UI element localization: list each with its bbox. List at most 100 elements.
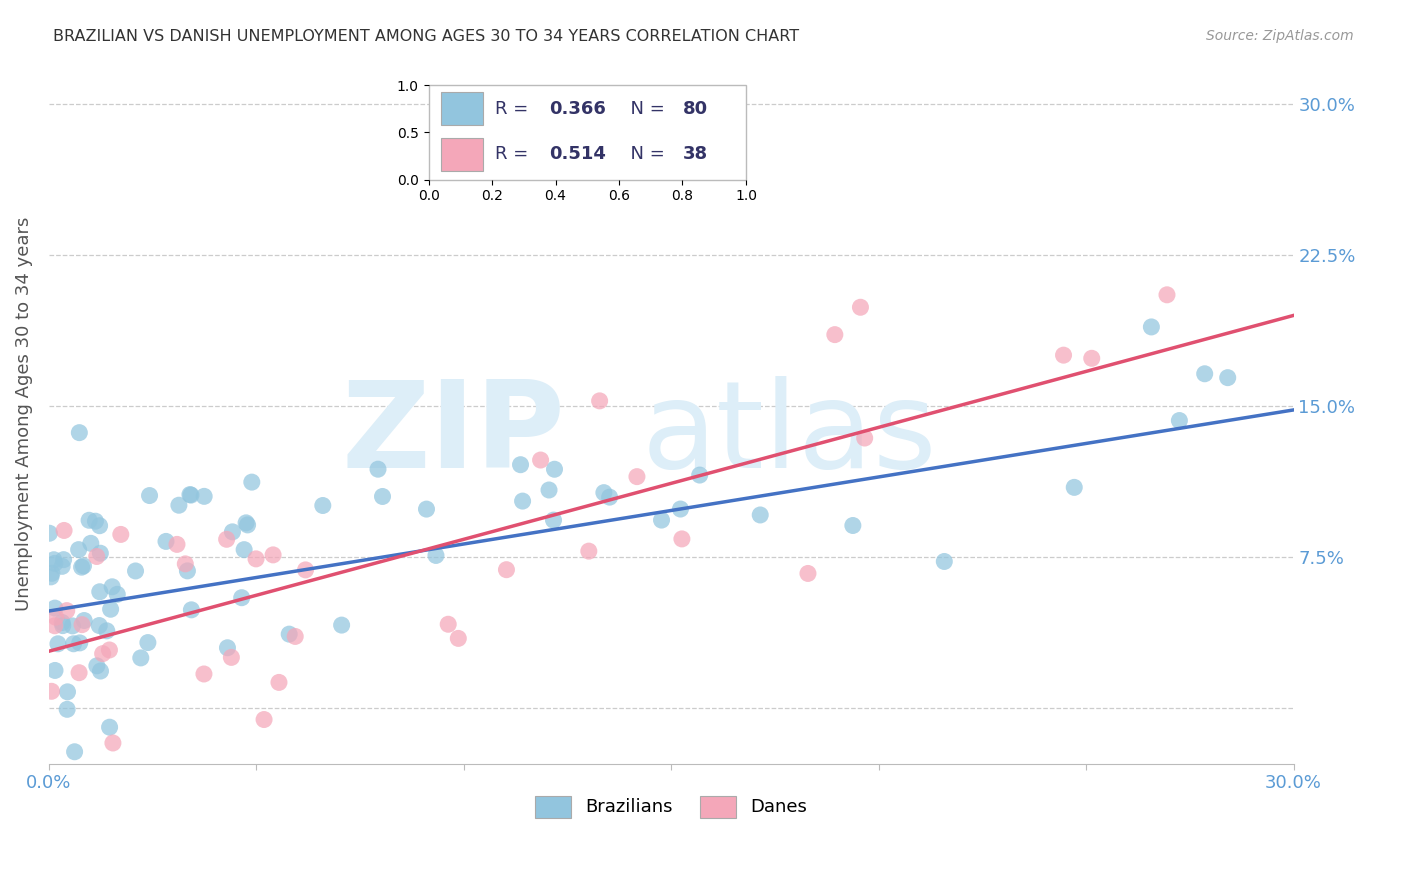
Point (51, 615, 73, 630)
Point (98, 720, 121, 734)
Point (124, 564, 146, 578)
Point (67, 542, 90, 557)
Point (44, 664, 66, 678)
Point (284, 629, 307, 643)
Point (330, 618, 353, 632)
Point (62, 619, 84, 633)
Point (72, 558, 94, 573)
Point (89, 584, 111, 599)
Text: Source: ZipAtlas.com: Source: ZipAtlas.com (1206, 29, 1354, 43)
Point (44, 557, 66, 571)
Point (599, 490, 621, 504)
Point (180, 603, 202, 617)
Point (1080, 351, 1102, 366)
Point (52, 618, 75, 632)
Point (235, 516, 257, 530)
Point (73, 614, 96, 628)
Point (262, 548, 284, 562)
Point (853, 431, 876, 445)
Point (91, 647, 114, 661)
Point (193, 667, 215, 681)
Point (592, 485, 614, 500)
Point (1052, 348, 1074, 362)
Point (626, 469, 648, 483)
Point (46, 637, 69, 651)
Point (669, 502, 692, 516)
Point (1063, 480, 1085, 494)
Point (193, 489, 215, 503)
Point (174, 557, 197, 571)
Point (44, 601, 66, 615)
Point (221, 650, 243, 665)
Point (80, 536, 103, 550)
Point (101, 736, 124, 750)
Point (52, 552, 75, 566)
Point (42, 553, 65, 567)
Point (129, 651, 152, 665)
Point (689, 468, 711, 483)
Point (651, 513, 673, 527)
Point (38, 526, 60, 541)
Point (371, 490, 394, 504)
Point (231, 591, 253, 605)
Point (797, 566, 820, 581)
Point (543, 513, 565, 527)
Point (105, 587, 128, 601)
Point (1140, 320, 1163, 334)
Point (136, 635, 159, 649)
Point (86, 549, 108, 564)
Point (437, 617, 460, 632)
Point (447, 632, 470, 646)
Point (749, 508, 772, 522)
Point (70, 617, 93, 632)
Point (240, 475, 263, 489)
Point (44, 619, 66, 633)
Point (138, 489, 160, 503)
Point (51, 559, 73, 574)
Point (842, 518, 865, 533)
Point (312, 499, 335, 513)
Point (89, 664, 111, 678)
Point (415, 502, 437, 516)
Point (45, 610, 67, 624)
Point (217, 640, 239, 655)
Point (100, 602, 122, 616)
Point (578, 544, 600, 558)
Point (110, 527, 132, 541)
Point (98, 643, 121, 657)
Point (512, 494, 534, 508)
Point (1168, 413, 1191, 427)
Point (89, 546, 111, 560)
Legend: Brazilians, Danes: Brazilians, Danes (527, 789, 815, 825)
Point (62, 637, 84, 651)
Point (96, 624, 118, 638)
Point (294, 563, 316, 577)
Point (253, 713, 276, 727)
Point (495, 563, 517, 577)
Point (671, 532, 693, 546)
Point (179, 487, 201, 501)
Point (166, 537, 188, 551)
Point (1194, 367, 1216, 381)
Point (56, 702, 79, 716)
Text: BRAZILIAN VS DANISH UNEMPLOYMENT AMONG AGES 30 TO 34 YEARS CORRELATION CHART: BRAZILIAN VS DANISH UNEMPLOYMENT AMONG A… (53, 29, 800, 44)
Point (53, 524, 76, 538)
Point (245, 552, 267, 566)
Point (89, 618, 111, 632)
Point (63, 745, 86, 759)
Point (176, 564, 198, 578)
Point (215, 533, 238, 547)
Point (367, 462, 389, 476)
Point (86, 658, 108, 673)
Point (267, 675, 290, 690)
Point (221, 524, 243, 539)
Point (509, 458, 531, 472)
Point (69, 636, 91, 650)
Point (77, 513, 100, 527)
Point (41, 566, 63, 581)
Point (155, 534, 177, 549)
Point (1156, 288, 1178, 302)
Y-axis label: Unemployment Among Ages 30 to 34 years: Unemployment Among Ages 30 to 34 years (15, 217, 32, 611)
Point (543, 462, 565, 476)
Point (101, 580, 124, 594)
